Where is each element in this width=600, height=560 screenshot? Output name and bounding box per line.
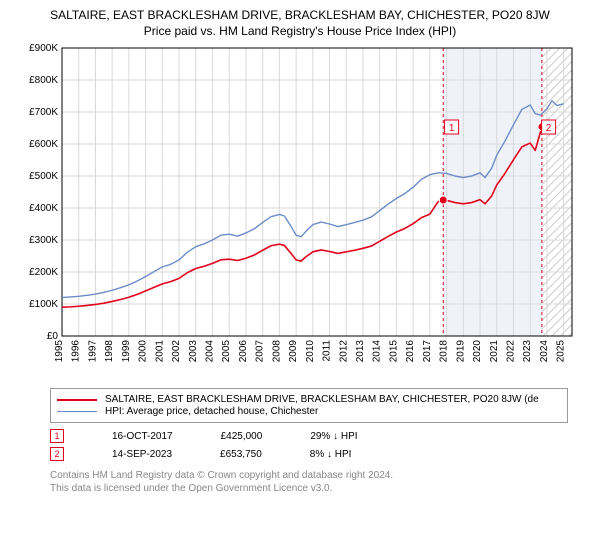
svg-text:1997: 1997 [87,340,98,363]
footer-line1: Contains HM Land Registry data © Crown c… [50,469,568,482]
marker-table: 1 16-OCT-2017 £425,000 29% ↓ HPI 2 14-SEP-202… [50,429,568,461]
svg-text:2006: 2006 [238,340,249,363]
svg-text:£700K: £700K [29,107,58,118]
svg-text:2022: 2022 [505,340,516,363]
chart-svg: £0£100K£200K£300K£400K£500K£600K£700K£80… [20,44,580,384]
svg-text:2013: 2013 [355,340,366,363]
marker-date: 14-SEP-2023 [112,449,172,460]
svg-text:2007: 2007 [255,340,266,363]
svg-text:£800K: £800K [29,75,58,86]
svg-text:£900K: £900K [29,44,58,54]
svg-text:£600K: £600K [29,139,58,150]
svg-text:£300K: £300K [29,235,58,246]
chart-container: SALTAIRE, EAST BRACKLESHAM DRIVE, BRACKL… [0,0,600,560]
svg-text:2005: 2005 [221,340,232,363]
svg-text:2003: 2003 [188,340,199,363]
svg-text:2024: 2024 [539,340,550,363]
svg-text:£200K: £200K [29,267,58,278]
svg-text:2016: 2016 [405,340,416,363]
svg-text:£100K: £100K [29,299,58,310]
svg-text:2: 2 [546,123,552,134]
svg-text:1998: 1998 [104,340,115,363]
svg-text:2015: 2015 [388,340,399,363]
marker-price: £653,750 [220,449,262,460]
svg-text:2000: 2000 [138,340,149,363]
footer-line2: This data is licensed under the Open Gov… [50,482,568,495]
marker-row: 1 16-OCT-2017 £425,000 29% ↓ HPI [50,429,568,443]
marker-delta: 29% ↓ HPI [310,431,357,442]
marker-badge: 1 [50,429,64,443]
svg-text:1999: 1999 [121,340,132,363]
svg-text:2021: 2021 [489,340,500,363]
legend-label: HPI: Average price, detached house, Chic… [105,406,318,417]
legend-swatch [57,411,97,412]
svg-text:2004: 2004 [204,340,215,363]
svg-text:£400K: £400K [29,203,58,214]
svg-text:£500K: £500K [29,171,58,182]
svg-text:2010: 2010 [305,340,316,363]
marker-delta: 8% ↓ HPI [310,449,352,460]
svg-text:2011: 2011 [322,340,333,362]
marker-row: 2 14-SEP-2023 £653,750 8% ↓ HPI [50,447,568,461]
footer: Contains HM Land Registry data © Crown c… [50,469,568,495]
chart-subtitle: Price paid vs. HM Land Registry's House … [12,24,588,38]
marker-date: 16-OCT-2017 [112,431,173,442]
svg-text:2017: 2017 [422,340,433,363]
marker-price: £425,000 [221,431,263,442]
svg-text:2001: 2001 [154,340,165,363]
svg-text:1996: 1996 [71,340,82,363]
marker-badge: 2 [50,447,64,461]
svg-text:2009: 2009 [288,340,299,363]
legend: SALTAIRE, EAST BRACKLESHAM DRIVE, BRACKL… [50,388,568,423]
svg-text:2019: 2019 [455,340,466,363]
svg-text:2023: 2023 [522,340,533,363]
legend-label: SALTAIRE, EAST BRACKLESHAM DRIVE, BRACKL… [105,394,539,405]
svg-text:2012: 2012 [338,340,349,363]
svg-text:2018: 2018 [439,340,450,363]
chart-plot-area: £0£100K£200K£300K£400K£500K£600K£700K£80… [20,44,580,384]
svg-text:2002: 2002 [171,340,182,363]
svg-text:1995: 1995 [54,340,65,363]
legend-item: HPI: Average price, detached house, Chic… [57,406,561,417]
svg-text:2014: 2014 [372,340,383,363]
svg-text:2008: 2008 [271,340,282,363]
legend-swatch [57,399,97,401]
svg-text:1: 1 [449,123,455,134]
svg-text:2020: 2020 [472,340,483,363]
chart-title: SALTAIRE, EAST BRACKLESHAM DRIVE, BRACKL… [12,8,588,22]
legend-item: SALTAIRE, EAST BRACKLESHAM DRIVE, BRACKL… [57,394,561,405]
svg-text:2025: 2025 [556,340,567,363]
